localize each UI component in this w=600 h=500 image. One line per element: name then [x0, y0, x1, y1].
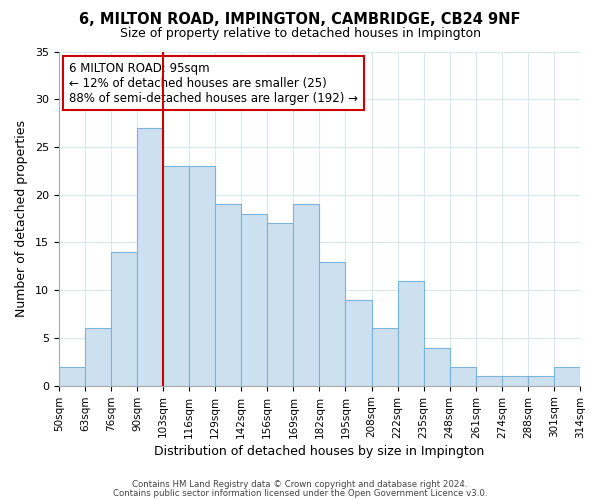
Bar — [137, 128, 163, 386]
Text: Contains HM Land Registry data © Crown copyright and database right 2024.: Contains HM Land Registry data © Crown c… — [132, 480, 468, 489]
Bar — [449, 366, 476, 386]
Bar — [59, 366, 85, 386]
Y-axis label: Number of detached properties: Number of detached properties — [15, 120, 28, 317]
Text: 6 MILTON ROAD: 95sqm
← 12% of detached houses are smaller (25)
88% of semi-detac: 6 MILTON ROAD: 95sqm ← 12% of detached h… — [69, 62, 358, 104]
Text: Contains public sector information licensed under the Open Government Licence v3: Contains public sector information licen… — [113, 490, 487, 498]
Bar — [424, 348, 449, 386]
Text: Size of property relative to detached houses in Impington: Size of property relative to detached ho… — [119, 28, 481, 40]
Bar — [267, 224, 293, 386]
Bar — [528, 376, 554, 386]
Text: 6, MILTON ROAD, IMPINGTON, CAMBRIDGE, CB24 9NF: 6, MILTON ROAD, IMPINGTON, CAMBRIDGE, CB… — [79, 12, 521, 28]
Bar — [476, 376, 502, 386]
Bar — [215, 204, 241, 386]
Bar — [241, 214, 267, 386]
Bar — [371, 328, 398, 386]
Bar — [85, 328, 111, 386]
Bar — [398, 280, 424, 386]
Bar — [163, 166, 189, 386]
Bar — [346, 300, 371, 386]
Bar — [554, 366, 580, 386]
Bar — [293, 204, 319, 386]
Bar — [189, 166, 215, 386]
Bar — [502, 376, 528, 386]
Bar — [319, 262, 346, 386]
Bar — [111, 252, 137, 386]
X-axis label: Distribution of detached houses by size in Impington: Distribution of detached houses by size … — [154, 444, 485, 458]
